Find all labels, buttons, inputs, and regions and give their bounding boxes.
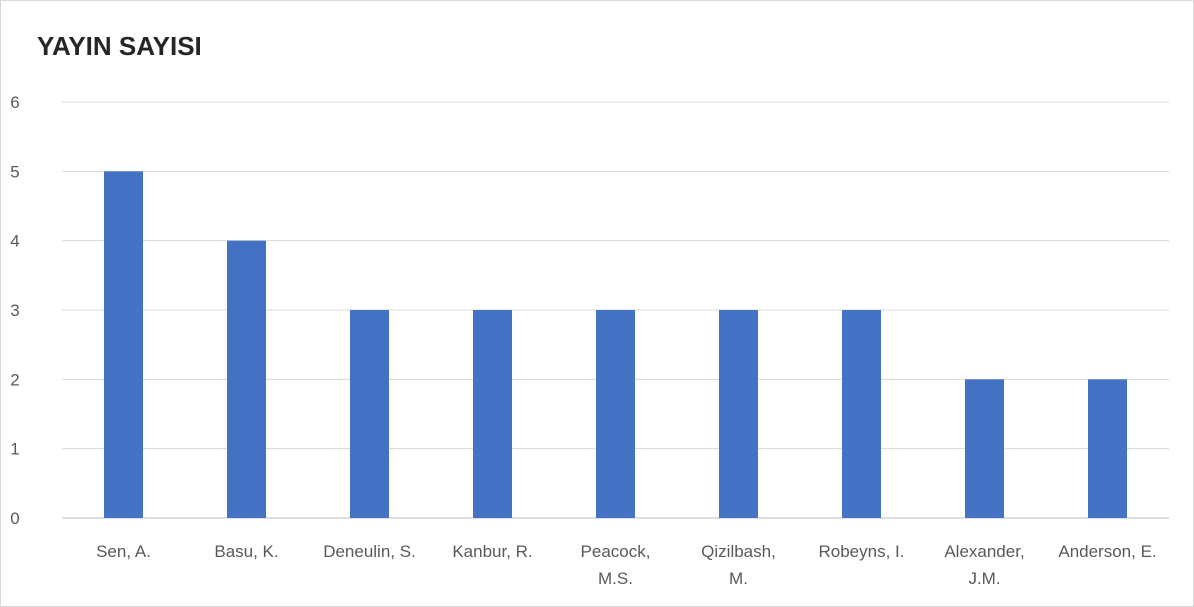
y-tick-label: 3: [10, 301, 19, 320]
bar: [965, 379, 1004, 518]
bar: [719, 310, 758, 518]
y-tick-label: 4: [10, 232, 19, 251]
y-tick-label: 2: [10, 370, 19, 389]
x-tick-label: Peacock, M.S.: [581, 542, 651, 588]
x-tick-label: Sen, A.: [96, 542, 151, 561]
y-tick-label: 0: [10, 509, 19, 528]
bar: [104, 171, 143, 519]
x-tick-label: Kanbur, R.: [452, 542, 532, 561]
x-tick-label: Anderson, E.: [1058, 542, 1156, 561]
bar: [1088, 379, 1127, 518]
x-tick-label: Alexander, J.M.: [944, 542, 1024, 588]
bar: [227, 240, 266, 518]
bar: [596, 310, 635, 518]
bar: [350, 310, 389, 518]
bar: [842, 310, 881, 518]
x-tick-label: Robeyns, I.: [819, 542, 905, 561]
y-tick-label: 6: [10, 93, 19, 112]
chart-title: YAYIN SAYISI: [37, 31, 202, 61]
bar: [473, 310, 512, 518]
y-tick-label: 1: [10, 440, 19, 459]
y-tick-label: 5: [10, 162, 19, 181]
x-tick-label: Qizilbash, M.: [701, 542, 776, 588]
x-tick-label: Basu, K.: [214, 542, 278, 561]
x-tick-label: Deneulin, S.: [323, 542, 416, 561]
